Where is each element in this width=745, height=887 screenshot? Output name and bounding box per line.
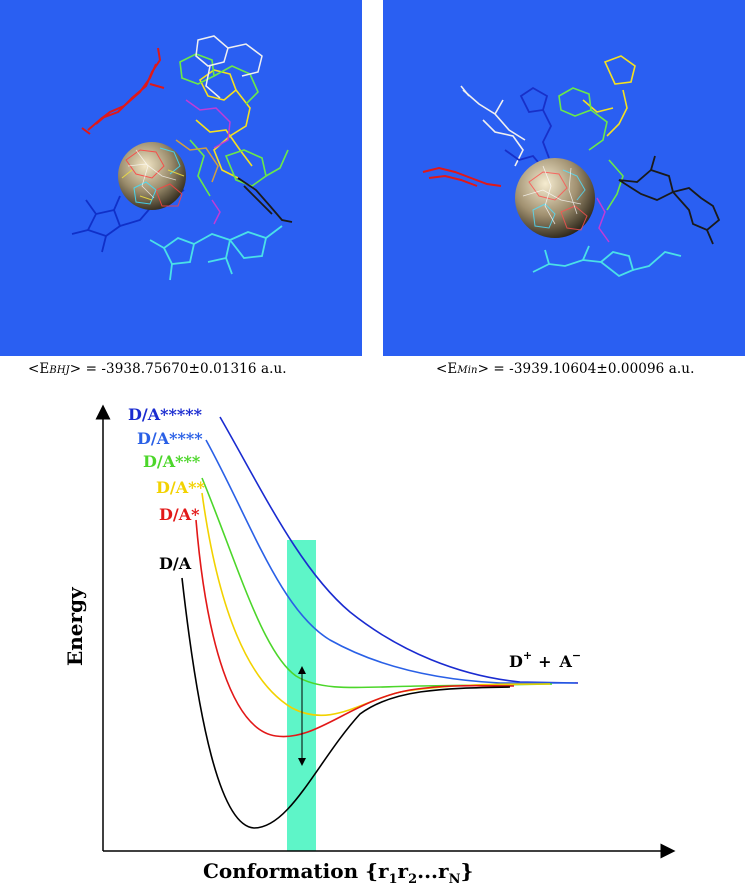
label-da-5star: D/A***** xyxy=(128,405,203,424)
min-molecule-image xyxy=(422,55,721,278)
red-molecule xyxy=(422,166,502,187)
caption-value: > = -3938.75670±0.01316 a.u. xyxy=(69,361,287,377)
curve-da-4star xyxy=(205,439,575,684)
red-molecule xyxy=(81,47,165,135)
caption-value: > = -3939.10604±0.00096 a.u. xyxy=(477,361,695,377)
cyan-molecule xyxy=(532,245,682,278)
green-molecule xyxy=(558,87,624,211)
caption-prefix: <E xyxy=(28,361,50,377)
purple-molecule xyxy=(185,99,231,225)
curve-da-3star xyxy=(201,477,553,689)
x-axis-label: Conformation {r1r2...rN} xyxy=(203,859,473,887)
yellow-molecule xyxy=(582,55,636,137)
fullerene-sphere xyxy=(118,142,186,210)
label-da-1star: D/A* xyxy=(159,505,200,524)
caption-subscript: Min xyxy=(457,365,478,376)
bhj-molecule-image xyxy=(71,35,293,281)
orange-molecule xyxy=(175,139,219,183)
fullerene-sphere xyxy=(515,158,595,238)
white-molecule xyxy=(460,85,526,167)
black-molecule xyxy=(618,155,721,245)
label-da-3star: D/A*** xyxy=(143,452,201,471)
asymptote-label: D+ + A− xyxy=(509,649,581,671)
black-molecule xyxy=(237,177,293,223)
curve-da-5star xyxy=(219,416,579,684)
energy-diagram: D/A***** D/A**** D/A*** D/A** D/A* D/A D… xyxy=(63,404,676,887)
caption-subscript: BHJ xyxy=(49,365,70,376)
green-molecule xyxy=(179,53,289,197)
cyan-molecule xyxy=(149,225,283,281)
bhj-snapshot-panel xyxy=(0,0,362,356)
caption-prefix: <E xyxy=(436,361,458,377)
bhj-energy-caption: <EBHJ> = -3938.75670±0.01316 a.u. xyxy=(28,361,287,377)
min-snapshot-panel xyxy=(383,0,745,356)
curve-da-1star xyxy=(195,519,515,738)
purple-molecule xyxy=(596,197,610,243)
min-energy-caption: <EMin> = -3939.10604±0.00096 a.u. xyxy=(436,361,694,377)
y-axis-label: Energy xyxy=(63,586,87,666)
yellow-molecule xyxy=(195,69,253,179)
label-da-2star: D/A** xyxy=(156,478,206,497)
curve-da-2star xyxy=(201,492,551,717)
label-da-ground: D/A xyxy=(159,554,192,573)
curve-da-ground xyxy=(181,577,511,829)
white-molecule xyxy=(195,35,263,99)
label-da-4star: D/A**** xyxy=(137,429,203,448)
blue-molecule xyxy=(504,86,553,169)
